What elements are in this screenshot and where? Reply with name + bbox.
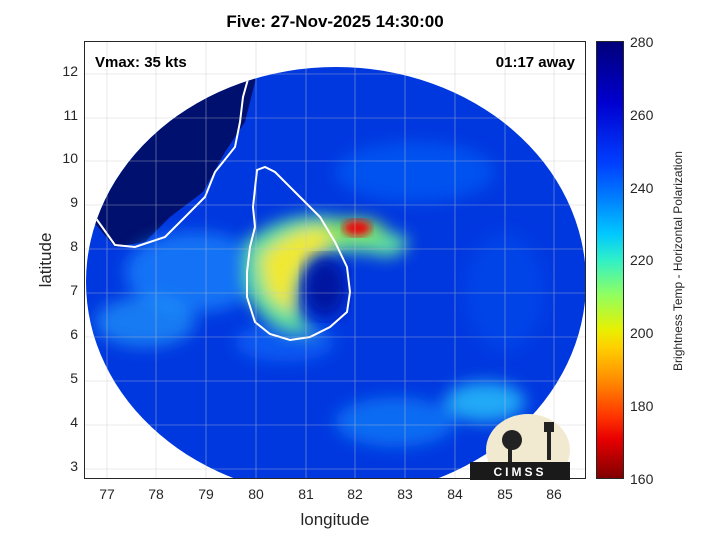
y-tick: 12 [62, 63, 78, 79]
coastline-sri-lanka [246, 165, 352, 342]
x-tick: 85 [497, 486, 513, 502]
colorbar-tick: 220 [630, 252, 654, 268]
x-tick: 83 [397, 486, 413, 502]
time-offset-label: 01:17 away [495, 54, 575, 71]
x-tick: 80 [248, 486, 264, 502]
y-tick: 6 [70, 326, 78, 342]
y-tick: 9 [70, 194, 78, 210]
x-tick: 82 [347, 486, 363, 502]
vmax-label: Vmax: 35 kts [95, 54, 187, 71]
x-tick: 78 [148, 486, 164, 502]
microwave-image [85, 42, 585, 478]
y-tick: 10 [62, 150, 78, 166]
x-tick: 81 [298, 486, 314, 502]
x-tick: 86 [546, 486, 562, 502]
colorbar-label: Brightness Temp - Horizontal Polarizatio… [671, 151, 685, 371]
plot-title: Five: 27-Nov-2025 14:30:00 [226, 12, 444, 31]
map-frame: Vmax: 35 kts 01:17 away [84, 41, 586, 479]
y-tick: 11 [63, 107, 78, 123]
x-tick: 79 [198, 486, 214, 502]
y-tick: 7 [70, 282, 78, 298]
colorbar-tick: 240 [630, 180, 654, 196]
grid-lines [85, 42, 585, 478]
colorbar-tick: 260 [630, 107, 654, 123]
y-tick: 3 [70, 458, 78, 474]
x-tick: 84 [447, 486, 463, 502]
storm-eye [303, 257, 347, 317]
colorbar-tick: 200 [630, 325, 654, 341]
colorbar-tick: 280 [630, 34, 654, 50]
colorbar-tick: 160 [630, 471, 654, 487]
colorbar-tick: 180 [630, 398, 654, 414]
cimss-logo: CIMSS [470, 414, 570, 480]
y-tick: 4 [70, 414, 78, 430]
coastline-india [86, 67, 264, 249]
x-axis-label: longitude [300, 510, 370, 529]
x-tick: 77 [99, 486, 115, 502]
y-tick: 8 [70, 238, 78, 254]
y-axis-label: latitude [36, 232, 55, 288]
warm-core [343, 220, 371, 236]
colorbar [596, 41, 624, 479]
logo-text: CIMSS [493, 465, 546, 479]
y-tick: 5 [70, 370, 78, 386]
